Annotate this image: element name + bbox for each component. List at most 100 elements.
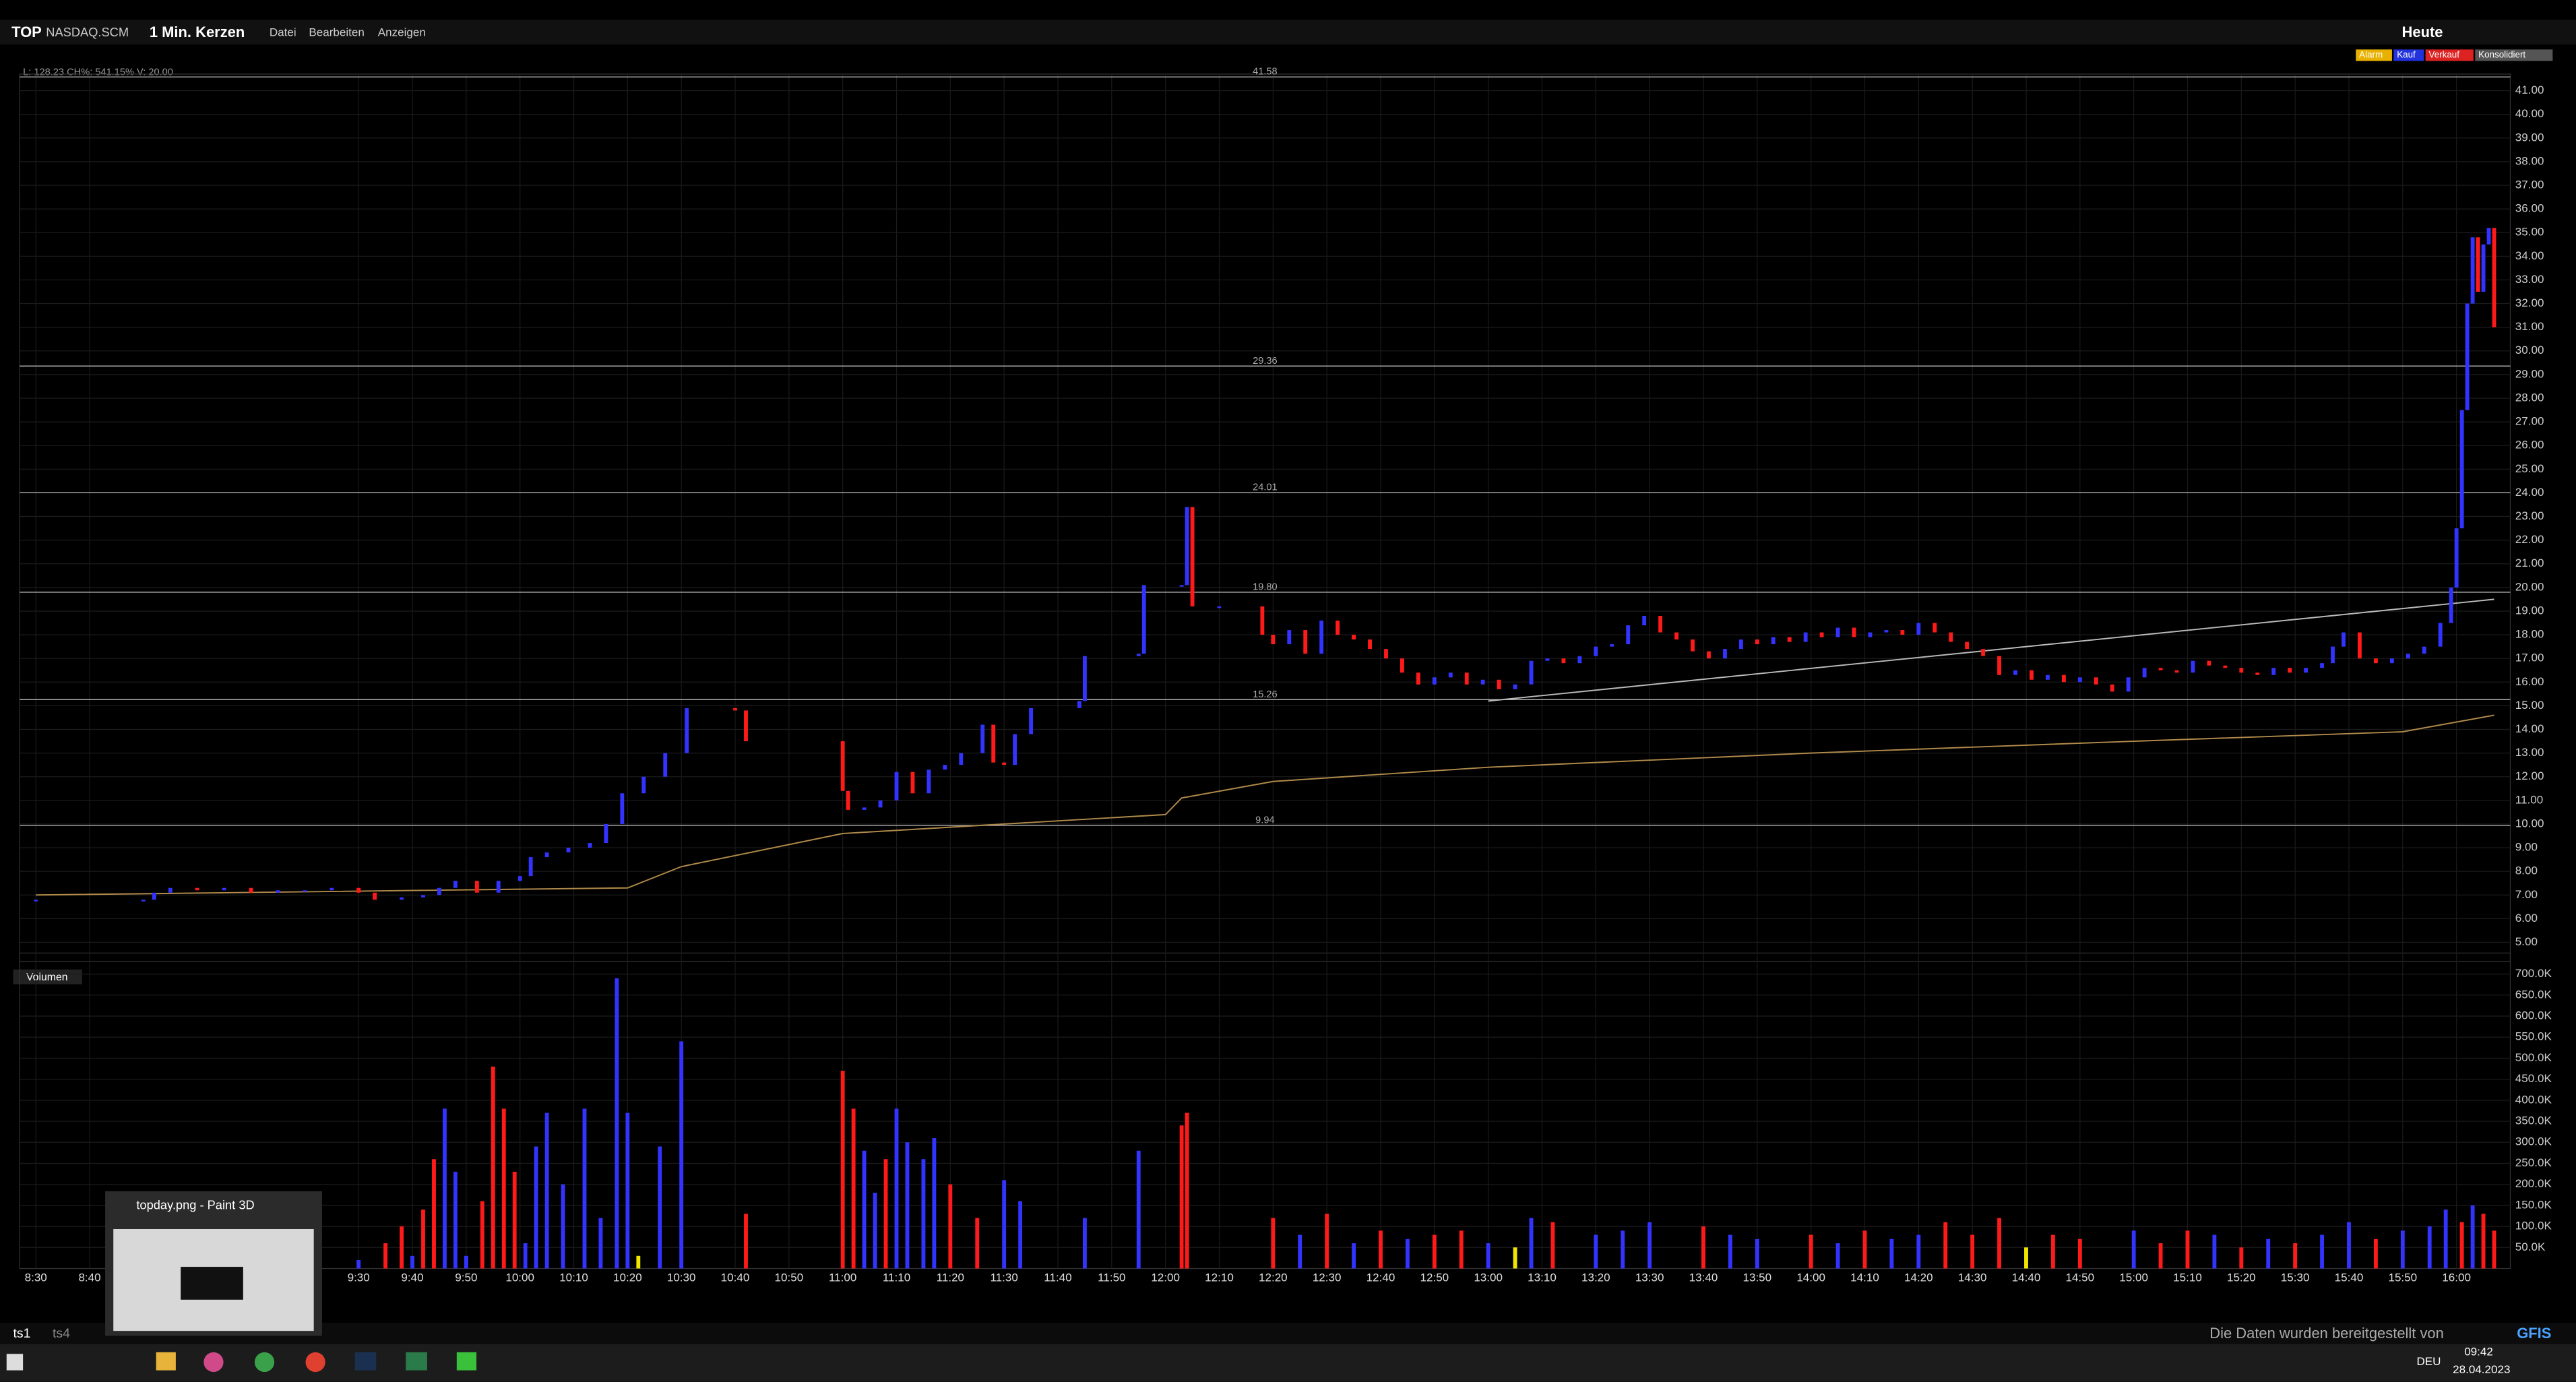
- level-label: 19.80: [1253, 582, 1278, 592]
- candle: [1480, 679, 1485, 685]
- language: DEU: [2417, 1355, 2441, 1368]
- volume-bar: [1529, 1218, 1534, 1269]
- range[interactable]: Heute: [2402, 24, 2443, 40]
- level-label: 9.94: [1255, 815, 1274, 826]
- candle: [2459, 410, 2464, 529]
- volume-bar: [1862, 1230, 1867, 1269]
- y-tick-label: 24.00: [2515, 486, 2544, 499]
- candle: [1787, 637, 1792, 642]
- menu-item[interactable]: Anzeigen: [378, 26, 426, 39]
- candle: [1884, 630, 1889, 633]
- volume-bar: [491, 1066, 495, 1269]
- volume-bar: [2185, 1230, 2190, 1269]
- y-tick-label: 34.00: [2515, 249, 2544, 262]
- candle: [2481, 244, 2486, 292]
- candle: [620, 793, 625, 824]
- volume-bar: [1083, 1218, 1087, 1269]
- candle: [1432, 677, 1437, 685]
- candle: [356, 887, 361, 893]
- exchange[interactable]: NASDAQ.SCM: [46, 25, 129, 39]
- badge[interactable]: [2425, 49, 2474, 61]
- app-icon[interactable]: [156, 1352, 176, 1371]
- x-tick-label: 14:20: [1904, 1271, 1933, 1284]
- x-tick-label: 13:10: [1528, 1271, 1557, 1284]
- volume-bar: [1018, 1201, 1023, 1269]
- badge[interactable]: [2393, 49, 2424, 61]
- x-tick-label: 12:30: [1313, 1271, 1342, 1284]
- volume-bar: [1325, 1214, 1329, 1269]
- volume-bar: [1298, 1234, 1302, 1269]
- start-icon[interactable]: [6, 1354, 24, 1371]
- volume-bar: [948, 1184, 953, 1269]
- y-tick-label: 22.00: [2515, 533, 2544, 546]
- x-tick-label: 10:00: [505, 1271, 534, 1284]
- candle: [1136, 654, 1141, 656]
- volume-bar: [905, 1142, 910, 1269]
- candle: [2449, 587, 2453, 623]
- volume-bar: [2470, 1205, 2475, 1269]
- candle: [453, 881, 458, 888]
- volume-bar: [534, 1146, 538, 1269]
- candle: [566, 848, 571, 853]
- app-icon[interactable]: [354, 1352, 377, 1371]
- candle: [1997, 656, 2001, 675]
- y-tick-label: 38.00: [2515, 154, 2544, 167]
- candle: [2094, 677, 2098, 685]
- badge[interactable]: [2356, 49, 2392, 61]
- menu-item[interactable]: Datei: [270, 26, 296, 39]
- candle: [2207, 660, 2211, 666]
- volume-bar: [2131, 1230, 2136, 1269]
- interval[interactable]: 1 Min. Kerzen: [150, 24, 245, 40]
- candle: [2476, 237, 2480, 292]
- candle: [1610, 644, 1614, 647]
- candle: [1336, 621, 1340, 635]
- candle: [2342, 632, 2346, 647]
- app-icon[interactable]: [456, 1352, 477, 1371]
- y-tick-label: 10.00: [2515, 817, 2544, 829]
- candle: [1674, 632, 1679, 640]
- y-tick-label: 31.00: [2515, 320, 2544, 333]
- y-tick-label: 14.00: [2515, 722, 2544, 735]
- x-tick-label: 9:30: [348, 1271, 370, 1284]
- candle: [604, 823, 608, 844]
- candle: [910, 772, 915, 794]
- app-icon[interactable]: [305, 1352, 325, 1373]
- candle: [2191, 660, 2195, 673]
- menu-item[interactable]: Bearbeiten: [309, 26, 364, 39]
- app-icon[interactable]: [254, 1352, 275, 1373]
- y-tick-label: 20.00: [2515, 580, 2544, 593]
- candle: [303, 890, 307, 892]
- x-tick-label: 11:20: [937, 1271, 964, 1284]
- x-tick-label: 15:00: [2119, 1271, 2148, 1284]
- y-tick-label: 28.00: [2515, 391, 2544, 404]
- candle: [1319, 621, 1324, 654]
- badge[interactable]: [2475, 49, 2553, 61]
- candle: [1287, 630, 1292, 645]
- y-tick-label: 250.0K: [2515, 1156, 2552, 1169]
- app-icon[interactable]: [406, 1352, 427, 1371]
- y-tick-label: 100.0K: [2515, 1220, 2552, 1232]
- x-tick-label: 14:30: [1958, 1271, 1987, 1284]
- candle: [685, 708, 689, 753]
- candle: [840, 741, 845, 791]
- volume-bar: [883, 1159, 888, 1269]
- app-icon[interactable]: [203, 1352, 224, 1373]
- y-tick-label: 27.00: [2515, 415, 2544, 428]
- tab[interactable]: ts1: [13, 1326, 31, 1341]
- y-tick-label: 11.00: [2515, 793, 2543, 806]
- x-tick-label: 10:20: [613, 1271, 642, 1284]
- symbol[interactable]: TOP: [11, 24, 42, 40]
- y-tick-label: 23.00: [2515, 509, 2544, 522]
- candle: [2126, 677, 2131, 692]
- y-tick-label: 40.00: [2515, 107, 2544, 120]
- popup-preview-image: [181, 1267, 243, 1300]
- candle: [2406, 654, 2410, 659]
- volume-bar: [1459, 1230, 1464, 1269]
- tab[interactable]: ts4: [53, 1326, 70, 1341]
- candle: [1400, 658, 1404, 673]
- badge-label: Kauf: [2397, 49, 2416, 59]
- price-panel: [19, 73, 2511, 962]
- x-tick-label: 15:10: [2173, 1271, 2202, 1284]
- volume-bar: [1997, 1218, 2001, 1269]
